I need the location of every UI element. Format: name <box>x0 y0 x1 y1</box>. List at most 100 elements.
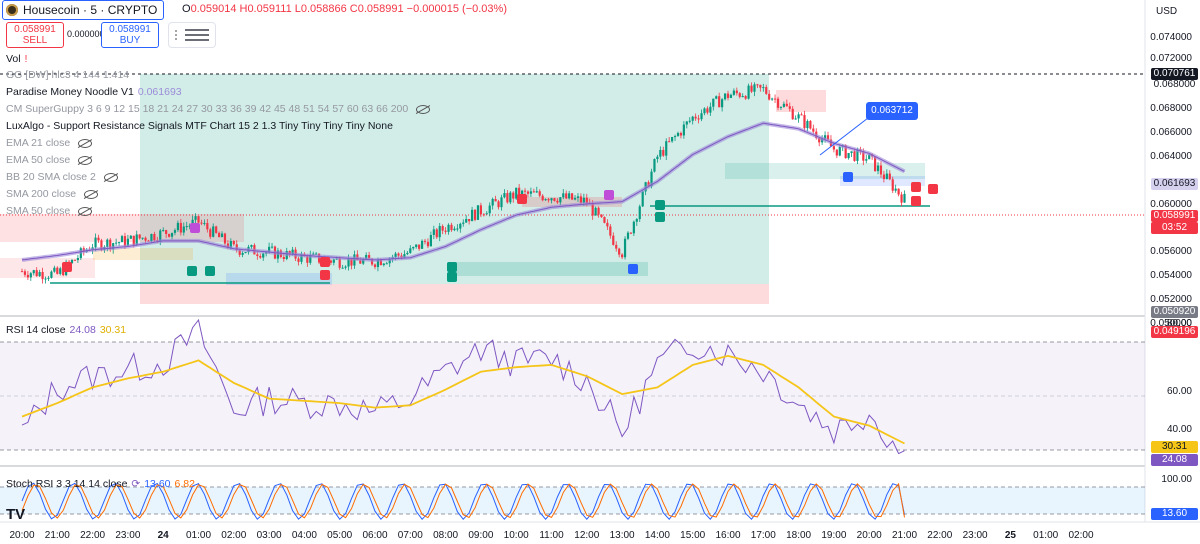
candle <box>823 135 827 139</box>
candle <box>203 222 206 224</box>
hidden-eye-icon[interactable] <box>78 206 93 216</box>
blue-box-right <box>840 176 925 186</box>
candle <box>609 226 612 236</box>
candle <box>641 191 644 207</box>
hidden-eye-icon[interactable] <box>84 189 99 199</box>
candle <box>579 196 583 203</box>
candle <box>259 255 262 258</box>
candle <box>606 222 609 227</box>
candle <box>506 193 509 203</box>
price-tick: 0.066000 <box>1150 127 1192 138</box>
candle <box>832 146 835 150</box>
candle <box>891 179 894 191</box>
time-tick: 01:00 <box>1033 530 1059 541</box>
candle <box>853 151 856 161</box>
candle <box>676 132 680 137</box>
candle <box>691 116 694 121</box>
time-tick: 13:00 <box>609 530 635 541</box>
candle <box>315 253 318 255</box>
price-tag-level[interactable]: 0.070761 <box>1151 68 1198 80</box>
candle <box>868 154 871 160</box>
legend-superguppy[interactable]: CM SuperGuppy 3 6 9 12 15 18 21 24 27 30… <box>6 103 431 115</box>
candle <box>797 114 800 119</box>
candle <box>423 240 427 242</box>
candle <box>444 230 447 232</box>
candle <box>44 278 47 280</box>
candle <box>682 124 685 136</box>
price-tick: 0.056000 <box>1150 246 1192 257</box>
candle <box>420 240 424 249</box>
time-tick: 05:00 <box>327 530 353 541</box>
candle <box>541 195 544 201</box>
candle <box>120 236 124 243</box>
candle <box>888 173 891 180</box>
candle <box>412 246 415 249</box>
legend-ema50[interactable]: EMA 50 close <box>6 154 93 166</box>
candle <box>459 223 462 229</box>
candle <box>856 149 859 161</box>
candle <box>397 253 400 256</box>
time-tick: 22:00 <box>80 530 106 541</box>
hidden-eye-icon[interactable] <box>78 138 93 148</box>
hidden-eye-icon[interactable] <box>416 104 431 114</box>
legend-vol[interactable]: Vol! <box>6 53 28 65</box>
resistance-box-b <box>522 197 622 207</box>
symbol-title: Housecoin · 5 · CRYPTO <box>23 3 158 17</box>
candle <box>53 267 56 272</box>
candle <box>497 201 500 208</box>
candle <box>794 118 797 120</box>
candle <box>750 85 753 92</box>
candle <box>729 94 733 98</box>
legend-luxalgo[interactable]: LuxAlgo - Support Resistance Signals MTF… <box>6 120 393 132</box>
candle <box>347 258 350 267</box>
legend-ema21[interactable]: EMA 21 close <box>6 137 93 149</box>
legend-paradise-noodle[interactable]: Paradise Money Noodle V1 0.061693 <box>6 86 182 98</box>
candle <box>453 228 456 231</box>
candle <box>600 214 603 218</box>
candle <box>718 96 721 108</box>
candle <box>306 256 309 263</box>
symbol-search-box[interactable]: Housecoin · 5 · CRYPTO <box>2 0 165 20</box>
candle <box>26 274 29 278</box>
candle <box>885 173 888 180</box>
candle <box>73 259 77 261</box>
candle <box>150 233 153 242</box>
legend-sma50[interactable]: SMA 50 close <box>6 205 93 217</box>
indicators-menu-button[interactable] <box>168 22 216 48</box>
candle <box>491 198 494 206</box>
legend-rsi[interactable]: RSI 14 close 24.08 30.31 <box>6 324 127 336</box>
candle <box>362 259 365 264</box>
candle <box>144 237 147 241</box>
sell-button[interactable]: 0.058991 SELL <box>6 22 64 48</box>
price-callout-label[interactable]: 0.063712 <box>866 102 918 120</box>
candle <box>723 93 727 100</box>
candle <box>141 237 144 239</box>
candle <box>556 200 559 203</box>
legend-bb[interactable]: BB 20 SMA close 2 <box>6 171 118 183</box>
candle <box>550 198 553 201</box>
time-tick: 16:00 <box>715 530 741 541</box>
buy-button[interactable]: 0.058991 BUY <box>101 22 159 48</box>
candle <box>241 252 244 255</box>
long-position-loss-zone[interactable] <box>140 284 769 304</box>
candle <box>715 96 718 99</box>
price-tag-last: 0.058991 <box>1151 210 1198 222</box>
legend-stoch-rsi[interactable]: Stoch RSI 3 3 14 14 close ⟳ 13.60 6.82 <box>6 478 195 490</box>
time-tick: 20:00 <box>9 530 35 541</box>
time-tick: 04:00 <box>291 530 317 541</box>
hidden-eye-icon[interactable] <box>103 172 118 182</box>
hidden-eye-icon[interactable] <box>78 155 93 165</box>
price-tag-stop: 0.049196 <box>1151 326 1198 338</box>
candle <box>217 232 221 238</box>
legend-sma200[interactable]: SMA 200 close <box>6 188 99 200</box>
legend-gg[interactable]: GG [DW] hlc3 4 144 1.414 <box>6 69 130 81</box>
rsi-value-tag: 24.08 <box>1151 454 1198 466</box>
time-tick: 08:00 <box>433 530 459 541</box>
candle <box>344 266 347 268</box>
candle <box>418 244 421 249</box>
candle <box>373 264 377 268</box>
candle <box>685 121 688 125</box>
candle <box>191 219 194 226</box>
currency-label[interactable]: USD <box>1156 6 1178 17</box>
